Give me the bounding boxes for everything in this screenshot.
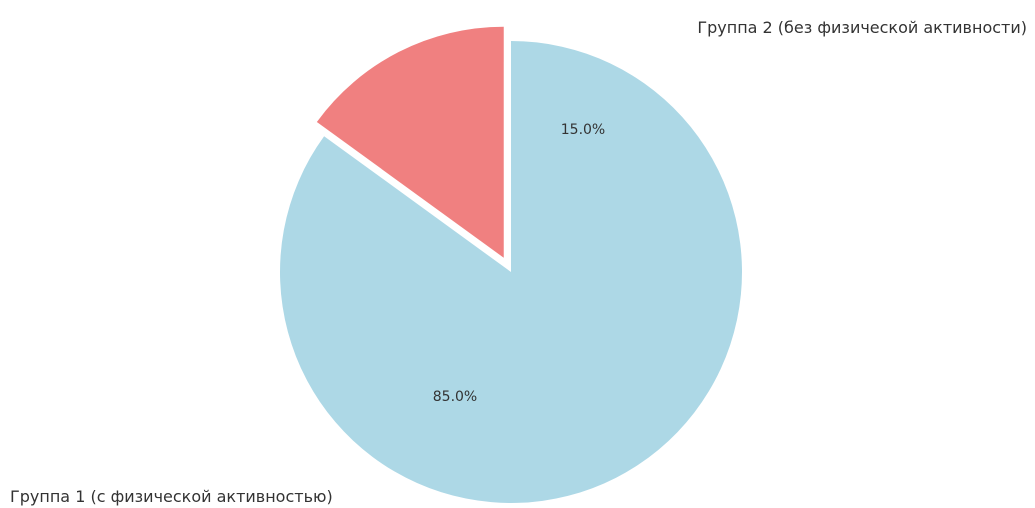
slice-label-group-1: Группа 1 (с физической активностью) bbox=[10, 487, 333, 506]
pct-label-group-2: 15.0% bbox=[561, 122, 605, 138]
pie-slices bbox=[279, 26, 742, 503]
pie-slice-2 bbox=[316, 26, 504, 258]
pie-slice-1 bbox=[279, 41, 742, 503]
slice-label-group-2: Группа 2 (без физической активности) bbox=[697, 18, 1027, 37]
pct-label-group-1: 85.0% bbox=[433, 389, 477, 405]
